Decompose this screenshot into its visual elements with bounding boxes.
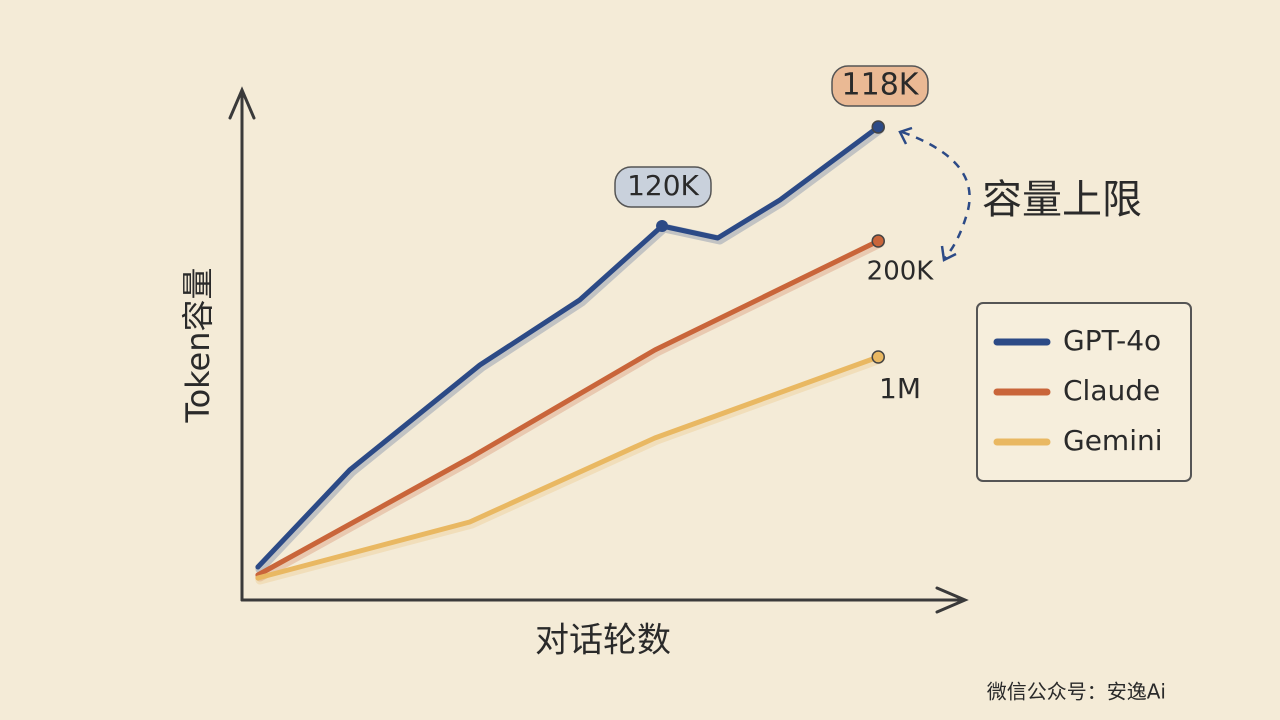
- legend-label: Gemini: [1063, 424, 1163, 457]
- y-axis: [228, 86, 256, 602]
- plot-area: GPT-4o Claude Gemini 120K 118K 200K 1M 容量上限: [255, 65, 1163, 585]
- annotation: 118K: [842, 68, 920, 103]
- annotation: 容量上限: [982, 177, 1142, 223]
- axes: [228, 86, 969, 614]
- y-axis-label: Token容量: [179, 267, 217, 423]
- annotation: 1M: [879, 372, 921, 405]
- series-line: [255, 238, 881, 578]
- x-axis: [240, 586, 969, 614]
- annotation-badge: [831, 65, 929, 107]
- watermark: 微信公众号：安逸Ai: [987, 680, 1166, 704]
- legend-box: [976, 302, 1192, 482]
- annotation-badge: [614, 166, 712, 208]
- series-shadow: [255, 124, 885, 574]
- arrow-heads: [898, 126, 957, 262]
- annotation: 200K: [867, 257, 935, 287]
- legend-label: GPT-4o: [1063, 324, 1161, 357]
- series-line: [255, 354, 881, 581]
- x-axis-label: 对话轮数: [535, 621, 671, 661]
- peak-point: [656, 220, 669, 232]
- series-line: [255, 124, 881, 570]
- annotation: 120K: [627, 169, 699, 202]
- legend-label: Claude: [1063, 374, 1160, 407]
- end-point: [871, 350, 885, 364]
- callout-arrow: [901, 130, 971, 259]
- series-shadow: [255, 238, 885, 582]
- end-point: [871, 234, 885, 248]
- end-point: [871, 120, 885, 134]
